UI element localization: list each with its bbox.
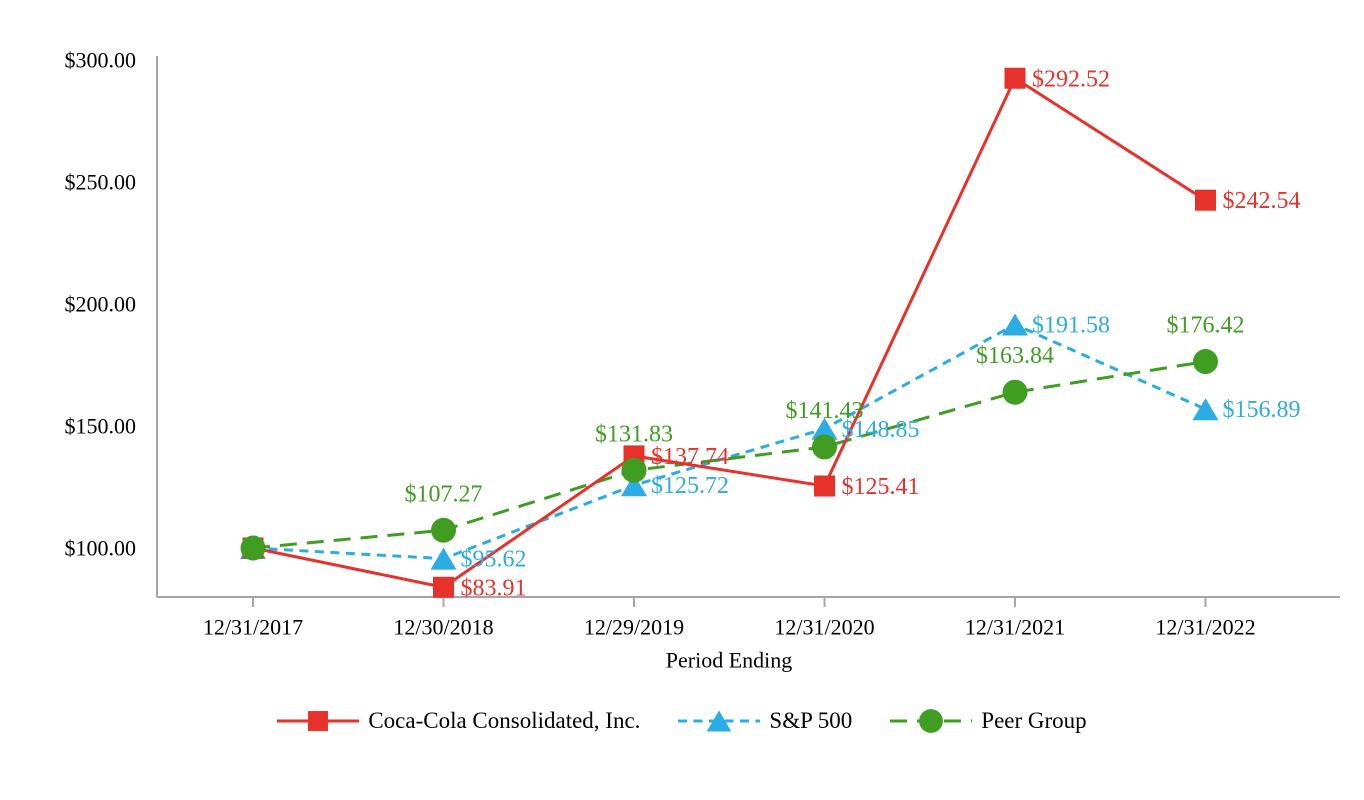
legend-marker-sp500 — [678, 710, 761, 732]
data-label-sp500-12/30/2018: $95.62 — [461, 547, 527, 573]
data-label-sp500-12/31/2020: $148.85 — [842, 417, 920, 443]
legend-item-ccci: Coca-Cola Consolidated, Inc. — [277, 704, 640, 738]
marker-sp500-12/31/2021 — [1002, 313, 1028, 336]
y-axis-tick-label: $200.00 — [65, 292, 137, 317]
chart-legend: Coca-Cola Consolidated, Inc. S&P 500 Peer … — [0, 698, 1364, 744]
data-label-peer-group-12/31/2020: $141.43 — [786, 398, 864, 424]
data-label-ccci-12/31/2021: $292.52 — [1032, 66, 1110, 92]
data-label-sp500-12/31/2022: $156.89 — [1223, 397, 1301, 423]
x-axis-tick-label: 12/30/2018 — [393, 615, 493, 640]
x-axis-title: Period Ending — [666, 648, 793, 673]
stock-performance-chart: $300.00 $250.00 $200.00 $150.00 $100.00 12/31… — [65, 48, 1340, 673]
x-axis-tick-label: 12/29/2019 — [584, 615, 684, 640]
data-label-peer-group-12/31/2022: $176.42 — [1167, 313, 1245, 339]
legend-item-peer-group: Peer Group — [890, 704, 1087, 738]
marker-ccci-12/30/2018 — [433, 576, 454, 598]
data-label-peer-group-12/30/2018: $107.27 — [405, 481, 483, 507]
marker-sp500-12/29/2019 — [621, 474, 647, 497]
legend-marker-peer-group — [890, 709, 973, 733]
marker-sp500-12/30/2018 — [430, 547, 457, 570]
x-axis-tick-label: 12/31/2017 — [203, 615, 303, 640]
marker-ccci-12/31/2021 — [1004, 67, 1026, 89]
legend-label-ccci: Coca-Cola Consolidated, Inc. — [368, 708, 641, 733]
marker-ccci-12/31/2020 — [814, 475, 835, 497]
marker-ccci-12/31/2022 — [1195, 189, 1216, 211]
data-label-ccci-12/30/2018: $83.91 — [461, 575, 527, 601]
data-label-ccci-12/31/2020: $125.41 — [842, 474, 920, 500]
y-axis-tick-label: $300.00 — [65, 48, 137, 73]
marker-peer-group-12/31/2021 — [1002, 379, 1028, 405]
data-label-sp500-12/31/2021: $191.58 — [1032, 313, 1110, 339]
data-label-peer-group-12/31/2021: $163.84 — [976, 343, 1054, 369]
marker-peer-group-12/29/2019 — [621, 457, 647, 483]
x-axis-tick-label: 12/31/2020 — [774, 615, 874, 640]
marker-peer-group-12/31/2022 — [1193, 349, 1218, 375]
legend-item-sp500: S&P 500 — [678, 704, 852, 738]
y-axis-tick-label: $100.00 — [65, 536, 137, 561]
data-label-ccci-12/31/2022: $242.54 — [1223, 188, 1301, 214]
data-label-peer-group-12/29/2019: $131.83 — [595, 421, 673, 447]
x-axis-tick-label: 12/31/2022 — [1155, 615, 1255, 640]
marker-peer-group-12/31/2020 — [812, 434, 837, 460]
legend-label-sp500: S&P 500 — [769, 708, 853, 733]
series-line-sp500 — [252, 322, 1207, 561]
data-label-ccci-12/29/2019: $137.74 — [651, 444, 729, 470]
marker-sp500-12/31/2022 — [1192, 398, 1219, 421]
data-label-sp500-12/29/2019: $125.72 — [651, 473, 729, 499]
legend-label-peer-group: Peer Group — [981, 708, 1087, 733]
series-line-ccci — [252, 76, 1207, 589]
marker-sp500-12/31/2020 — [811, 417, 838, 440]
marker-peer-group-12/30/2018 — [431, 517, 456, 543]
marker-peer-group-12/31/2017 — [240, 535, 266, 561]
legend-marker-ccci — [277, 711, 360, 731]
series-line-peer-group — [252, 360, 1206, 550]
y-axis-tick-label: $250.00 — [65, 170, 137, 195]
y-axis-tick-label: $150.00 — [65, 414, 137, 439]
x-axis-tick-label: 12/31/2021 — [965, 615, 1065, 640]
